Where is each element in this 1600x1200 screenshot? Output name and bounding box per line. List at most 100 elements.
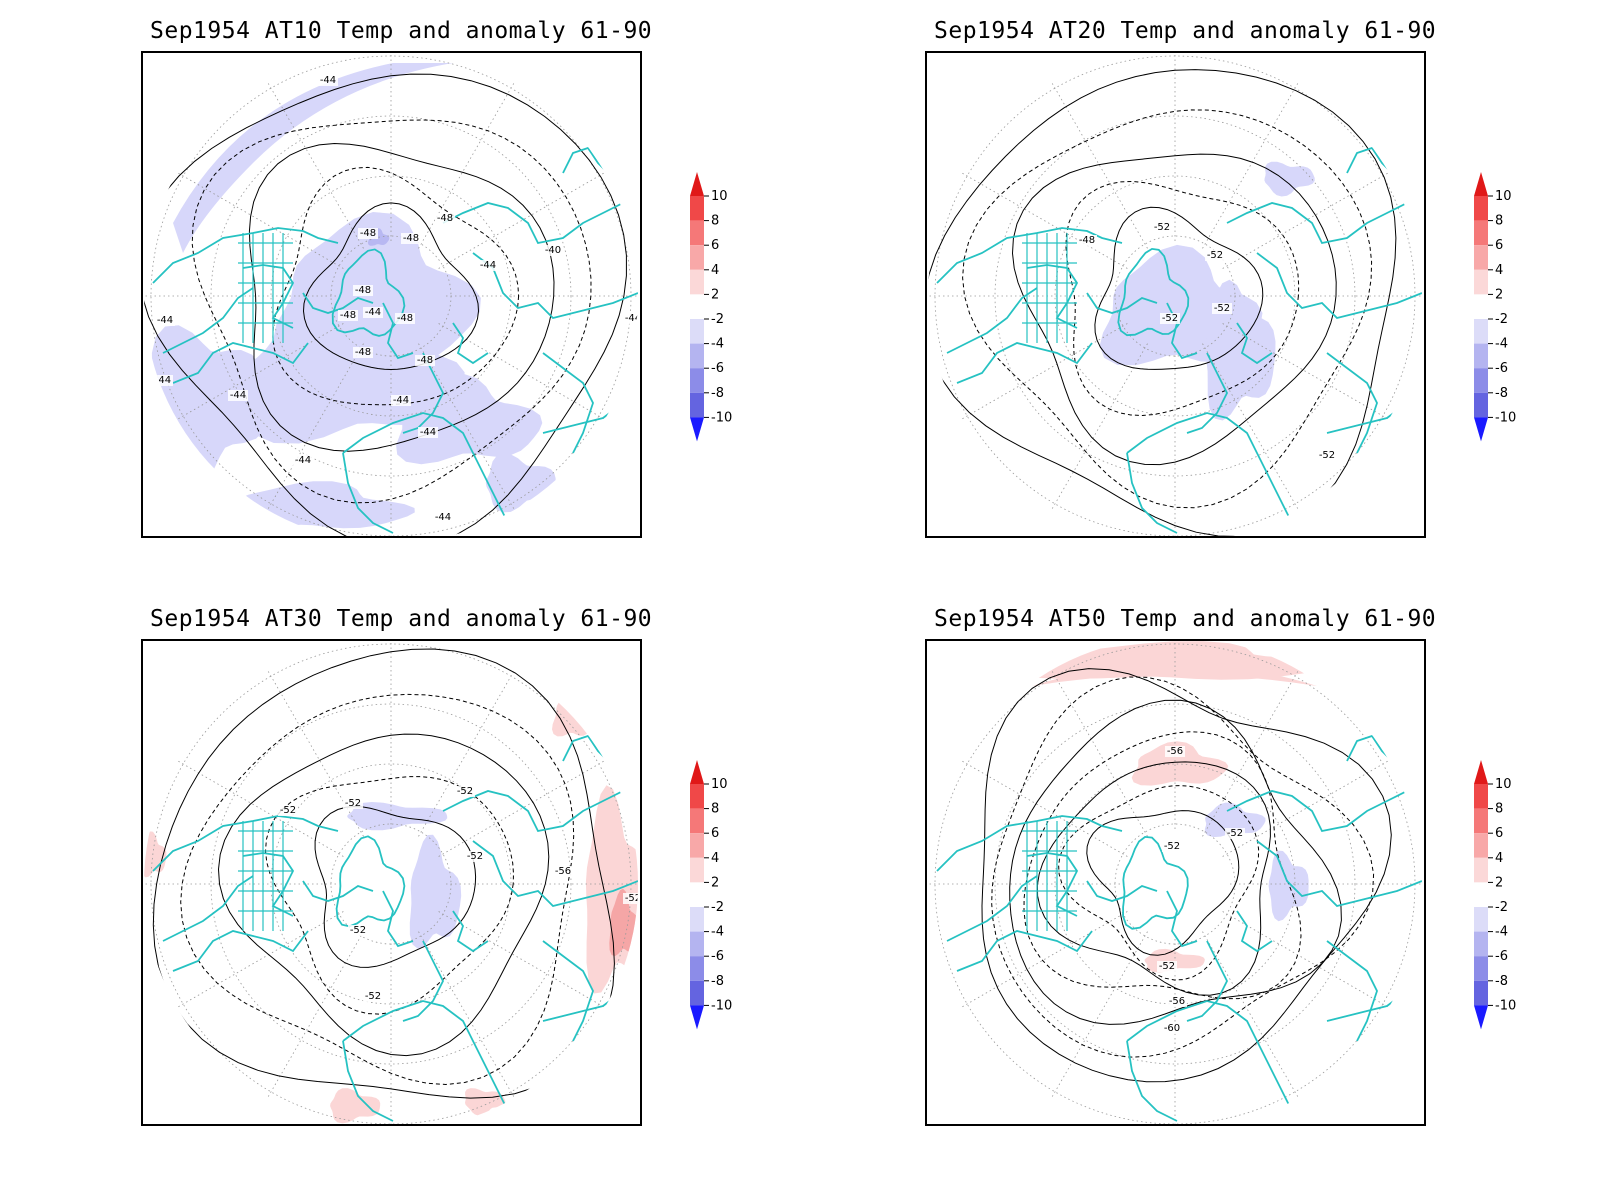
contour-label-bg bbox=[153, 375, 173, 386]
temperature-contour bbox=[272, 166, 520, 406]
colorbar-label: 8 bbox=[1495, 802, 1503, 817]
colorbar-segment bbox=[690, 784, 704, 809]
temperature-contour bbox=[1023, 731, 1302, 1000]
contour-label: -48 bbox=[355, 347, 371, 358]
anomaly-shade-region bbox=[1131, 741, 1229, 786]
coastline bbox=[472, 252, 638, 319]
contour-label-bg bbox=[1157, 961, 1177, 972]
meridian-line bbox=[418, 669, 515, 837]
colorbar-label: 2 bbox=[711, 875, 719, 890]
contour-label-bg bbox=[343, 798, 363, 809]
contour-label-bg bbox=[553, 866, 573, 877]
colorbar-segment bbox=[1474, 980, 1488, 1006]
coastline bbox=[542, 940, 594, 1042]
colorbar-bottom-arrow bbox=[690, 417, 704, 442]
coastline bbox=[452, 322, 489, 365]
coastline bbox=[1126, 452, 1178, 534]
coastline bbox=[331, 248, 406, 337]
temperature-contour bbox=[1009, 699, 1342, 1025]
colorbar-label: 6 bbox=[1495, 826, 1503, 841]
anomaly-shade-region bbox=[1268, 850, 1309, 922]
colorbar-label: -6 bbox=[1495, 361, 1508, 376]
colorbar-label: 8 bbox=[711, 214, 719, 229]
meridian-line bbox=[267, 343, 364, 511]
contour-label: -52 bbox=[1319, 450, 1335, 461]
colorbar-label: -6 bbox=[711, 361, 724, 376]
colorbar-label: 10 bbox=[711, 777, 728, 792]
colorbar-segment bbox=[690, 956, 704, 981]
map-content: -48 -52 -52 -52 -52 -52 bbox=[928, 53, 1422, 536]
coastline bbox=[562, 146, 624, 194]
contour-label-bg bbox=[623, 893, 638, 904]
coastline bbox=[1226, 201, 1422, 245]
meridian-line bbox=[438, 760, 606, 857]
anomaly-shade-region bbox=[485, 453, 556, 513]
contour-label: -48 bbox=[397, 313, 413, 324]
contour-label-bg bbox=[1225, 828, 1245, 839]
contour-label-bg bbox=[1162, 1023, 1182, 1034]
colorbar-segment bbox=[1474, 808, 1488, 834]
meridian-line bbox=[1202, 931, 1299, 1099]
contour-label: -44 bbox=[157, 315, 173, 326]
meridian-line bbox=[418, 343, 515, 511]
coastline bbox=[1126, 412, 1298, 534]
colorbar-segment bbox=[1474, 857, 1488, 883]
colorbar-label: 4 bbox=[1495, 263, 1503, 278]
contour-label: -52 bbox=[1214, 303, 1230, 314]
meridian-line bbox=[1202, 81, 1299, 249]
contour-label: -48 bbox=[417, 355, 433, 366]
anomaly-shade-region bbox=[173, 63, 453, 253]
colorbar-label: 10 bbox=[711, 189, 728, 204]
latitude-circle bbox=[210, 703, 572, 1065]
colorbar-label: -6 bbox=[1495, 949, 1508, 964]
temperature-contour bbox=[1065, 180, 1300, 417]
contour-label: -52 bbox=[1207, 250, 1223, 261]
contour-label: -60 bbox=[1164, 1023, 1180, 1034]
colorbar-label: 4 bbox=[1495, 851, 1503, 866]
colorbar-1: 10 8 6 4 2 -2 -4 -6 -8 -10 bbox=[690, 172, 732, 442]
coastline bbox=[1346, 146, 1408, 194]
meridian-line bbox=[1051, 931, 1148, 1099]
colorbar-label: 6 bbox=[711, 826, 719, 841]
colorbar-label: -8 bbox=[1495, 974, 1508, 989]
contour-label: -48 bbox=[340, 310, 356, 321]
contour-label: -52 bbox=[457, 786, 473, 797]
colorbar-label: 8 bbox=[711, 802, 719, 817]
contour-label-bg bbox=[358, 228, 378, 239]
contour-label: -40 bbox=[545, 245, 561, 256]
contour-label: -48 bbox=[360, 228, 376, 239]
contour-label-bg bbox=[1165, 746, 1185, 757]
latitude-circle bbox=[210, 115, 572, 477]
contour-label: -48 bbox=[355, 285, 371, 296]
colorbar-top-arrow bbox=[1474, 760, 1488, 784]
contour-label: -52 bbox=[345, 798, 361, 809]
colorbar-label: 10 bbox=[1495, 777, 1512, 792]
temperature-contour bbox=[1086, 810, 1240, 956]
contour-label: -52 bbox=[1162, 313, 1178, 324]
contour-label-bg bbox=[391, 395, 411, 406]
contour-label: -52 bbox=[1164, 841, 1180, 852]
coastline bbox=[402, 940, 445, 1022]
contour-label: -48 bbox=[1079, 235, 1095, 246]
colorbar-label: -8 bbox=[711, 974, 724, 989]
colorbar-segment bbox=[690, 319, 704, 344]
temperature-contour bbox=[248, 142, 555, 452]
anomaly-shade-region bbox=[216, 481, 415, 529]
contour-label: -44 bbox=[435, 512, 451, 523]
colorbar-segment bbox=[690, 931, 704, 957]
contour-label-bg bbox=[1077, 235, 1097, 246]
latitude-circle bbox=[270, 763, 512, 1005]
colorbar-label: -8 bbox=[711, 386, 724, 401]
colorbar-label: 8 bbox=[1495, 214, 1503, 229]
colorbar-top-arrow bbox=[1474, 172, 1488, 196]
meridian-line bbox=[960, 911, 1128, 1008]
colorbar-segment bbox=[690, 833, 704, 858]
colorbar-segment bbox=[1474, 245, 1488, 270]
contour-label: -44 bbox=[480, 260, 496, 271]
colorbar-segment bbox=[1474, 319, 1488, 344]
temperature-contour bbox=[180, 693, 575, 1086]
coastline bbox=[956, 342, 1093, 384]
panel-2-map: -48 -52 -52 -52 -52 -52 bbox=[925, 51, 1426, 538]
colorbar-label: -10 bbox=[711, 998, 732, 1013]
contour-label-bg bbox=[1152, 222, 1172, 233]
